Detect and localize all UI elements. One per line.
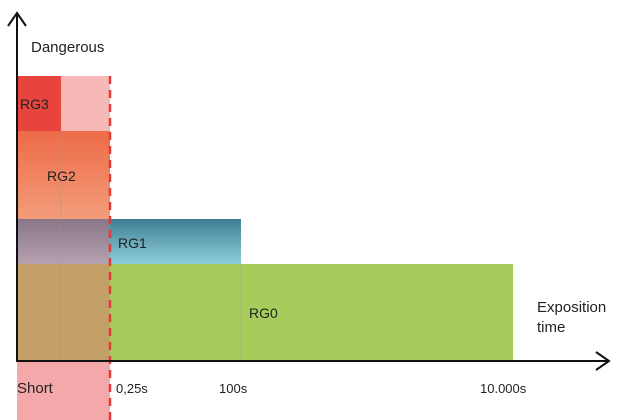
rg2-label: RG2	[47, 168, 76, 184]
tick-label-0-25s: 0,25s	[116, 381, 148, 396]
x-axis-label-line2: time	[537, 319, 566, 336]
rg1-region	[17, 219, 241, 264]
short-exposure-band	[17, 219, 110, 360]
rg3-label: RG3	[20, 96, 49, 112]
x-axis-arrowhead	[595, 351, 611, 371]
short-label-band	[17, 362, 110, 420]
y-axis-label: Dangerous	[31, 39, 105, 56]
rg1-label: RG1	[118, 235, 147, 251]
y-axis-arrowhead	[7, 11, 27, 27]
tick-label-100s: 100s	[219, 381, 248, 396]
rg2-region	[17, 131, 110, 219]
short-label: Short	[17, 380, 53, 397]
rg0-label: RG0	[249, 305, 278, 321]
tick-label-10000s: 10.000s	[480, 381, 527, 396]
rg0-region	[17, 264, 513, 360]
rg3-region	[17, 76, 61, 131]
x-axis-label-line1: Exposition	[537, 299, 607, 316]
